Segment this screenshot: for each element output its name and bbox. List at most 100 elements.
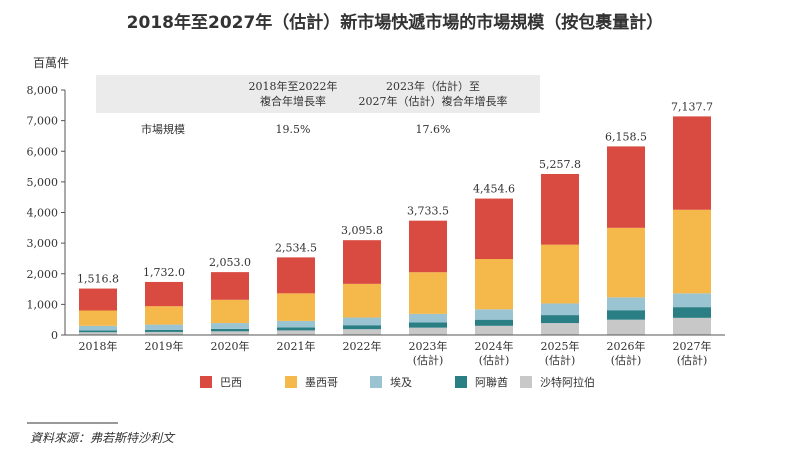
bar-segment-沙特阿拉伯-0 <box>79 332 117 335</box>
bar-segment-埃及-5 <box>409 313 447 323</box>
bar-total-label: 1,516.8 <box>77 273 119 286</box>
x-tick-label: 2026年 <box>607 339 646 353</box>
bar-segment-阿聯酋-1 <box>145 329 183 332</box>
legend-swatch-墨西哥 <box>285 376 297 388</box>
cagr-col1-header-line1: 2018年至2022年 <box>249 79 338 93</box>
y-tick-label: 7,000 <box>27 115 59 128</box>
bar-segment-阿聯酋-6 <box>475 319 513 326</box>
bar-segment-沙特阿拉伯-6 <box>475 325 513 335</box>
legend-swatch-沙特阿拉伯 <box>520 376 532 388</box>
bar-segment-埃及-0 <box>79 325 117 331</box>
bar-segment-墨西哥-6 <box>475 259 513 310</box>
bar-segment-埃及-4 <box>343 317 381 326</box>
y-tick-label: 0 <box>51 329 58 342</box>
y-tick-label: 3,000 <box>27 237 59 250</box>
bar-total-label: 7,137.7 <box>671 100 713 113</box>
bar-segment-巴西-3 <box>277 257 315 294</box>
bar-segment-阿聯酋-3 <box>277 327 315 331</box>
bar-segment-墨西哥-5 <box>409 272 447 314</box>
y-tick-label: 6,000 <box>27 145 59 158</box>
bar-segment-墨西哥-2 <box>211 299 249 324</box>
legend-label: 埃及 <box>390 375 412 389</box>
bar-segment-沙特阿拉伯-2 <box>211 331 249 335</box>
legend-swatch-巴西 <box>200 376 212 388</box>
bar-segment-巴西-2 <box>211 272 249 300</box>
x-tick-label-note: (估計) <box>545 353 576 367</box>
bar-segment-巴西-7 <box>541 173 579 245</box>
chart-title: 2018年至2027年（估計）新市場快遞市場的市場規模（按包裹量計） <box>127 12 664 33</box>
bar-segment-埃及-7 <box>541 303 579 316</box>
bar-segment-阿聯酋-8 <box>607 310 645 320</box>
x-tick-label-note: (估計) <box>677 353 708 367</box>
bar-segment-巴西-1 <box>145 281 183 307</box>
bar-total-label: 2,053.0 <box>209 256 251 269</box>
bar-segment-埃及-8 <box>607 297 645 311</box>
y-tick-label: 2,000 <box>27 268 59 281</box>
bar-segment-沙特阿拉伯-9 <box>673 317 711 335</box>
bar-segment-墨西哥-4 <box>343 283 381 318</box>
bar-segment-沙特阿拉伯-5 <box>409 327 447 335</box>
legend-label: 墨西哥 <box>305 376 338 389</box>
bar-segment-埃及-1 <box>145 324 183 330</box>
bar-segment-阿聯酋-4 <box>343 325 381 330</box>
bar-segment-沙特阿拉伯-4 <box>343 329 381 335</box>
cagr-col2-header-line1: 2023年（估計）至 <box>386 79 480 93</box>
bar-segment-墨西哥-7 <box>541 244 579 304</box>
x-tick-label: 2025年 <box>541 339 580 353</box>
bar-segment-埃及-2 <box>211 323 249 329</box>
bar-segment-巴西-5 <box>409 220 447 273</box>
bar-segment-沙特阿拉伯-7 <box>541 323 579 335</box>
bar-segment-阿聯酋-7 <box>541 315 579 324</box>
legend-label: 巴西 <box>220 376 242 389</box>
bar-segment-阿聯酋-9 <box>673 307 711 318</box>
bar-segment-巴西-9 <box>673 116 711 210</box>
x-tick-label: 2024年 <box>475 339 514 353</box>
bar-segment-阿聯酋-0 <box>79 330 117 333</box>
bar-segment-墨西哥-0 <box>79 310 117 326</box>
legend-swatch-阿聯酋 <box>455 376 467 388</box>
bar-segment-阿聯酋-2 <box>211 328 249 332</box>
bar-total-label: 6,158.5 <box>605 130 647 143</box>
legend-label: 阿聯酋 <box>475 375 508 389</box>
bar-total-label: 3,733.5 <box>407 205 449 218</box>
x-tick-label: 2023年 <box>409 339 448 353</box>
bar-segment-墨西哥-1 <box>145 306 183 325</box>
bar-total-label: 2,534.5 <box>275 241 317 254</box>
source-note: 資料來源：弗若斯特沙利文 <box>30 431 176 445</box>
y-tick-label: 8,000 <box>27 84 59 97</box>
x-tick-label-note: (估計) <box>413 353 444 367</box>
bar-segment-阿聯酋-5 <box>409 322 447 328</box>
legend-label: 沙特阿拉伯 <box>540 375 595 389</box>
cagr-row-label: 市場規模 <box>141 122 185 136</box>
bar-segment-巴西-6 <box>475 198 513 260</box>
legend: 巴西 墨西哥 埃及 阿聯酋 沙特阿拉伯 <box>200 375 595 389</box>
bar-segment-墨西哥-3 <box>277 293 315 321</box>
x-tick-label: 2018年 <box>79 339 118 353</box>
x-tick-label-note: (估計) <box>611 353 642 367</box>
cagr-header-band <box>96 75 540 113</box>
bar-segment-沙特阿拉伯-3 <box>277 330 315 335</box>
bar-segment-墨西哥-8 <box>607 227 645 298</box>
cagr-col1-header-line2: 複合年增長率 <box>260 94 326 108</box>
cagr-col1-value: 19.5% <box>276 123 311 136</box>
cagr-col2-header-line2: 2027年（估計）複合年增長率 <box>359 94 508 108</box>
plot-area: 0 1,000 2,000 3,000 4,000 5,000 6,000 7,000 8,00… <box>27 84 725 367</box>
x-tick-label: 2027年 <box>673 339 712 353</box>
y-tick-label: 5,000 <box>27 176 59 189</box>
legend-swatch-埃及 <box>370 376 382 388</box>
bar-segment-埃及-6 <box>475 309 513 320</box>
x-tick-label: 2020年 <box>211 339 250 353</box>
y-tick-label: 1,000 <box>27 298 59 311</box>
cagr-col2-value: 17.6% <box>416 123 451 136</box>
bar-segment-埃及-9 <box>673 293 711 308</box>
x-tick-label: 2021年 <box>277 339 316 353</box>
bar-segment-沙特阿拉伯-8 <box>607 319 645 335</box>
bar-segment-埃及-3 <box>277 320 315 328</box>
cagr-table: 2018年至2022年 複合年增長率 2023年（估計）至 2027年（估計）複… <box>96 75 540 136</box>
bar-segment-巴西-4 <box>343 240 381 284</box>
bar-total-label: 3,095.8 <box>341 224 383 237</box>
bar-segment-巴西-0 <box>79 288 117 311</box>
x-tick-label-note: (估計) <box>479 353 510 367</box>
